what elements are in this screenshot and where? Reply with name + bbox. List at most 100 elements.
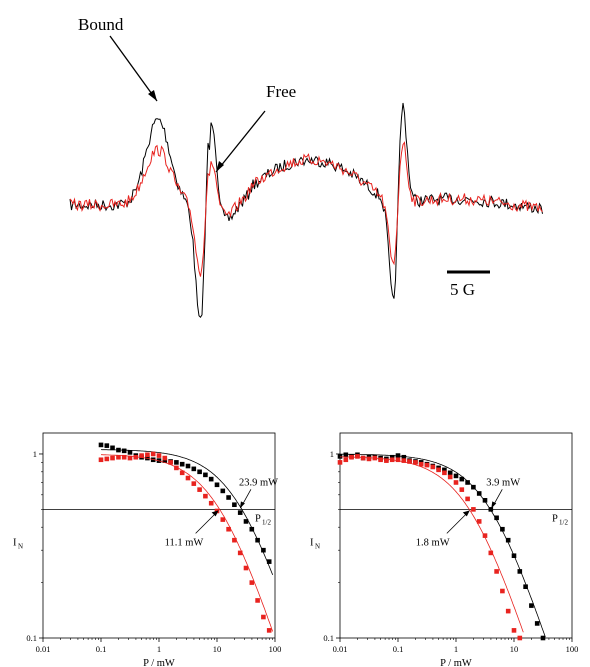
data-point	[529, 603, 534, 608]
data-point	[430, 464, 436, 470]
data-point	[540, 635, 546, 641]
x-tick-label: 100	[269, 644, 282, 654]
y-axis-label: I	[310, 538, 314, 549]
data-point	[121, 454, 127, 460]
x-tick-label: 1	[454, 644, 458, 654]
data-point	[534, 621, 540, 626]
data-point	[337, 460, 343, 465]
data-point	[343, 452, 349, 458]
data-point	[442, 467, 447, 473]
y-tick-label: 1	[330, 449, 334, 459]
data-point	[237, 510, 243, 515]
data-point	[378, 457, 383, 463]
data-point	[395, 457, 401, 463]
data-point	[482, 533, 488, 538]
y-axis-label: I	[13, 538, 17, 549]
data-point	[366, 456, 372, 462]
data-point	[220, 517, 226, 522]
data-point	[255, 537, 260, 543]
data-point	[395, 453, 401, 458]
data-point	[116, 454, 121, 460]
data-point	[220, 488, 226, 494]
data-point	[453, 480, 459, 485]
data-point	[226, 495, 231, 500]
data-point	[232, 537, 237, 543]
plot-frame	[339, 432, 573, 639]
data-point	[494, 515, 499, 521]
arrow-free	[215, 110, 266, 173]
y-axis-label-sub: N	[315, 543, 320, 551]
annotation-black: 23.9 mW	[239, 477, 278, 488]
data-point	[459, 487, 465, 492]
data-point	[162, 458, 168, 463]
data-point	[203, 493, 208, 499]
annotation-black-arrowhead	[239, 501, 245, 509]
data-point	[150, 451, 156, 457]
y-tick-label: 1	[33, 449, 37, 459]
data-point	[162, 455, 168, 461]
data-point	[511, 628, 517, 633]
data-point	[98, 457, 104, 463]
data-point	[511, 553, 517, 559]
data-point	[179, 470, 185, 476]
annotation-red-arrow	[446, 511, 470, 534]
data-point	[447, 474, 453, 480]
plot-frame	[42, 432, 276, 639]
data-point	[255, 598, 260, 603]
annotation-red: 11.1 mW	[165, 537, 204, 548]
data-point	[471, 484, 476, 490]
y-axis-label-sub: N	[18, 543, 23, 551]
fit-curve-0	[340, 453, 546, 638]
data-point	[249, 580, 255, 585]
data-point	[494, 569, 499, 574]
arrow-bound	[109, 35, 158, 102]
data-point	[249, 526, 255, 532]
data-point	[418, 461, 424, 467]
data-point	[116, 447, 121, 453]
data-point	[127, 455, 133, 461]
scale-bar-label: 5 G	[450, 280, 475, 299]
data-point	[214, 482, 220, 488]
arrow-free-head	[216, 161, 224, 172]
data-point	[476, 519, 482, 524]
data-point	[505, 537, 511, 543]
data-point	[436, 467, 441, 473]
fit-curve-0	[100, 449, 274, 576]
data-point	[424, 462, 430, 468]
data-point	[191, 481, 197, 486]
epr-trace-free	[69, 141, 543, 277]
y-tick-label: 0.1	[323, 633, 334, 643]
data-point	[261, 547, 266, 553]
data-point	[185, 463, 191, 469]
annotation-red-arrow	[195, 511, 218, 534]
data-point	[453, 473, 459, 479]
data-point	[208, 500, 214, 506]
data-point	[517, 569, 523, 574]
data-point	[104, 443, 110, 448]
data-point	[139, 453, 144, 458]
data-point	[389, 454, 395, 460]
data-point	[465, 480, 470, 485]
data-point	[168, 460, 173, 465]
half-power-label: P	[255, 513, 261, 524]
data-point	[104, 456, 110, 462]
data-point	[191, 466, 197, 472]
label-bound: Bound	[78, 15, 124, 34]
data-point	[459, 476, 465, 482]
data-point	[98, 442, 104, 448]
data-point	[407, 459, 412, 464]
data-point	[197, 469, 202, 475]
data-point	[500, 588, 505, 594]
annotation-red-arrowhead	[211, 510, 219, 517]
data-point	[110, 455, 115, 461]
label-free: Free	[266, 82, 296, 101]
annotation-red-arrowhead	[462, 510, 470, 517]
arrow-bound-head	[148, 90, 157, 101]
epr-trace-bound	[69, 102, 543, 318]
data-point	[208, 476, 214, 482]
y-tick-label: 0.1	[26, 633, 37, 643]
data-point	[174, 460, 179, 465]
data-point	[517, 635, 523, 641]
